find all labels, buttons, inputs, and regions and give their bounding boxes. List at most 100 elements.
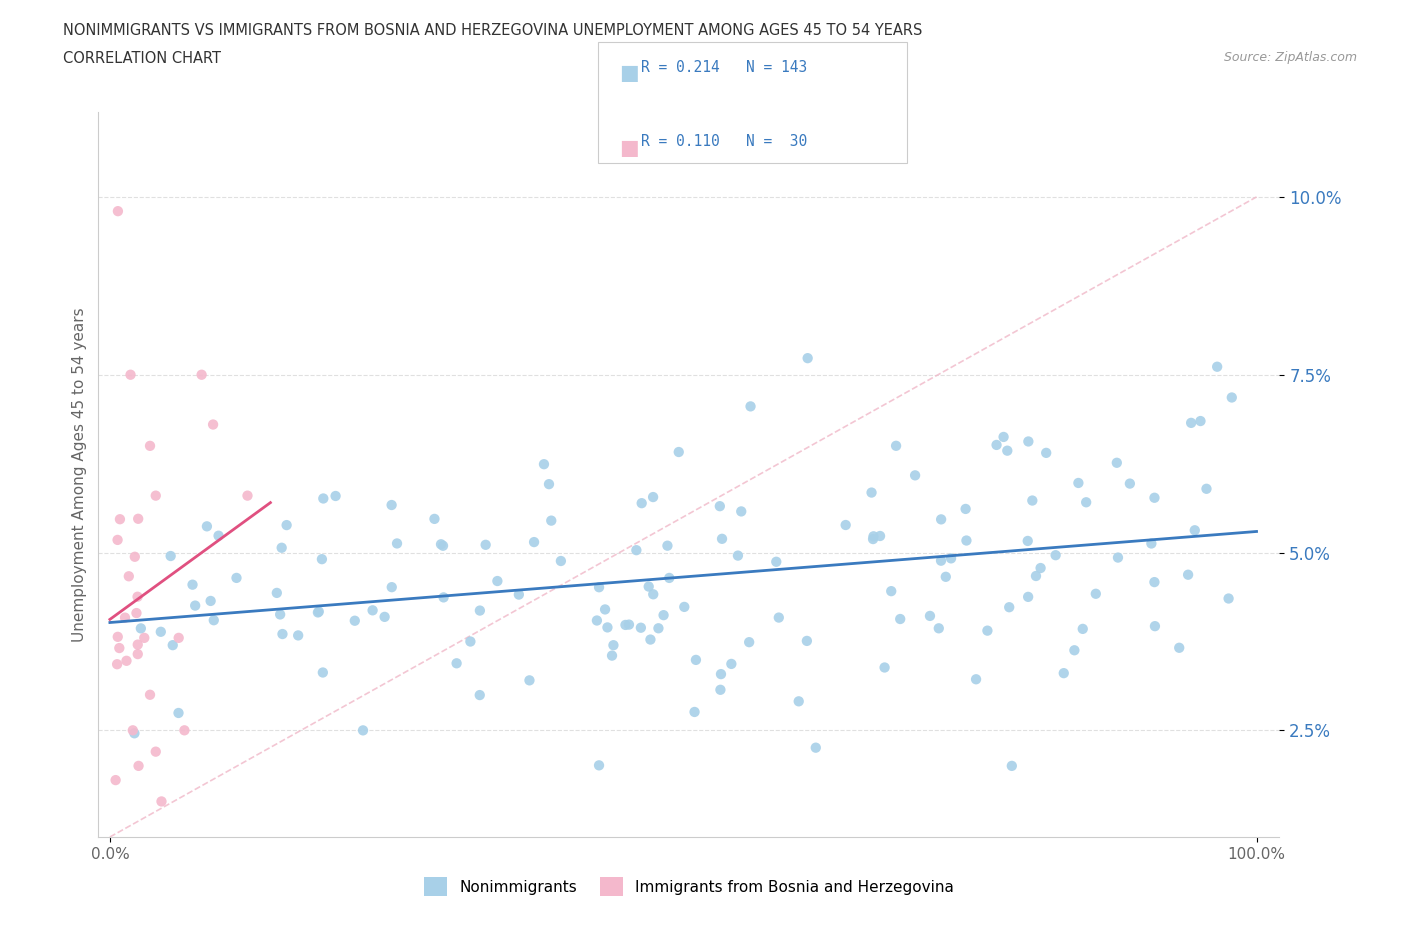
Point [720, 657, 742, 671]
Point [1071, 621, 1094, 636]
Point [862, 529, 884, 544]
Point [869, 528, 891, 543]
Point [928, 621, 950, 636]
Point [658, 570, 681, 585]
Point [121, 723, 143, 737]
Point [190, 367, 212, 382]
Point [108, 641, 131, 656]
Point [446, 656, 468, 671]
Point [167, 706, 190, 721]
Point [1140, 536, 1163, 551]
Point [765, 554, 787, 569]
Point [540, 513, 562, 528]
Point [128, 759, 150, 774]
Point [709, 683, 731, 698]
Point [523, 535, 546, 550]
Point [647, 621, 669, 636]
Point [162, 638, 184, 653]
Point [150, 794, 173, 809]
Point [1168, 641, 1191, 656]
Point [266, 586, 288, 601]
Point [1119, 476, 1142, 491]
Point [768, 610, 790, 625]
Point [129, 621, 152, 636]
Point [381, 498, 404, 512]
Point [1017, 590, 1039, 604]
Point [311, 551, 333, 566]
Point [1143, 575, 1166, 590]
Point [312, 491, 335, 506]
Point [127, 590, 149, 604]
Point [120, 367, 142, 382]
Point [468, 604, 491, 618]
Point [873, 660, 896, 675]
Point [149, 624, 172, 639]
Point [935, 569, 957, 584]
Point [1218, 591, 1240, 606]
Point [626, 543, 648, 558]
Point [730, 504, 752, 519]
Point [107, 630, 129, 644]
Point [145, 488, 167, 503]
Point [630, 620, 652, 635]
Point [127, 512, 149, 526]
Point [614, 618, 637, 632]
Point [630, 496, 652, 511]
Point [1053, 666, 1076, 681]
Point [1045, 548, 1067, 563]
Point [312, 665, 335, 680]
Point [643, 489, 665, 504]
Point [519, 673, 541, 688]
Point [738, 635, 761, 650]
Point [796, 633, 818, 648]
Point [787, 694, 810, 709]
Point [127, 646, 149, 661]
Point [184, 598, 207, 613]
Point [139, 687, 162, 702]
Point [271, 627, 294, 642]
Point [617, 618, 640, 632]
Point [207, 528, 229, 543]
Point [159, 549, 181, 564]
Point [880, 584, 903, 599]
Point [1189, 414, 1212, 429]
Point [939, 551, 962, 565]
Point [711, 531, 734, 546]
Point [430, 537, 453, 551]
Point [834, 518, 856, 533]
Point [1063, 643, 1085, 658]
Point [125, 605, 148, 620]
Point [108, 512, 131, 526]
Point [1017, 534, 1039, 549]
Point [965, 671, 987, 686]
Point [637, 579, 659, 594]
Point [423, 512, 446, 526]
Point [955, 533, 977, 548]
Point [385, 536, 408, 551]
Point [884, 438, 907, 453]
Point [1017, 434, 1039, 449]
Point [709, 498, 731, 513]
Point [1107, 551, 1129, 565]
Text: ■: ■ [619, 138, 638, 158]
Point [976, 623, 998, 638]
Point [202, 613, 225, 628]
Point [307, 605, 329, 620]
Point [1029, 561, 1052, 576]
Point [862, 532, 884, 547]
Text: R = 0.110   N =  30: R = 0.110 N = 30 [641, 134, 807, 149]
Point [460, 634, 482, 649]
Point [352, 723, 374, 737]
Point [596, 620, 619, 635]
Point [343, 613, 366, 628]
Point [287, 628, 309, 643]
Point [657, 538, 679, 553]
Point [474, 538, 496, 552]
Point [118, 569, 141, 584]
Point [673, 600, 696, 615]
Point [998, 600, 1021, 615]
Point [1184, 523, 1206, 538]
Point [1001, 759, 1024, 774]
Point [1076, 495, 1098, 510]
Point [173, 723, 195, 737]
